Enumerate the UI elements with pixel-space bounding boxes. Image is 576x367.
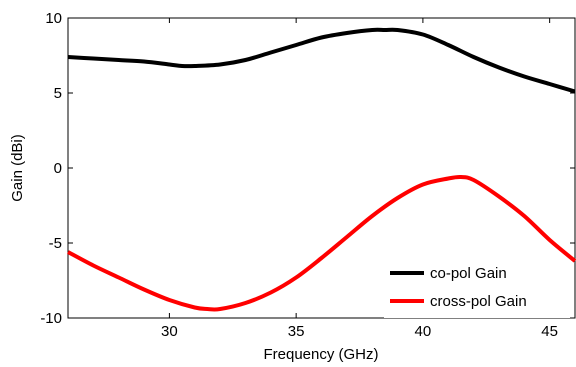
y-tick-label: 5 xyxy=(54,85,62,102)
legend-label-co-pol: co-pol Gain xyxy=(430,265,507,282)
series-line-cross-pol xyxy=(67,174,576,312)
legend: co-pol Gain cross-pol Gain xyxy=(384,260,570,318)
y-tick-label: 10 xyxy=(45,10,62,27)
x-tick-label: 30 xyxy=(161,323,178,340)
x-tick-label: 35 xyxy=(288,323,305,340)
series-line-co-pol xyxy=(67,27,576,94)
x-tick-label: 45 xyxy=(541,323,558,340)
y-axis: -10 -5 0 5 10 xyxy=(40,10,575,327)
x-tick-label: 40 xyxy=(415,323,432,340)
y-tick-label: -5 xyxy=(49,235,62,252)
y-tick-label: -10 xyxy=(40,310,62,327)
series-layer xyxy=(67,27,576,312)
legend-box xyxy=(384,260,570,318)
x-axis-label: Frequency (GHz) xyxy=(263,346,378,363)
legend-label-cross-pol: cross-pol Gain xyxy=(430,293,527,310)
y-axis-label: Gain (dBi) xyxy=(9,134,26,202)
y-tick-label: 0 xyxy=(54,160,62,177)
